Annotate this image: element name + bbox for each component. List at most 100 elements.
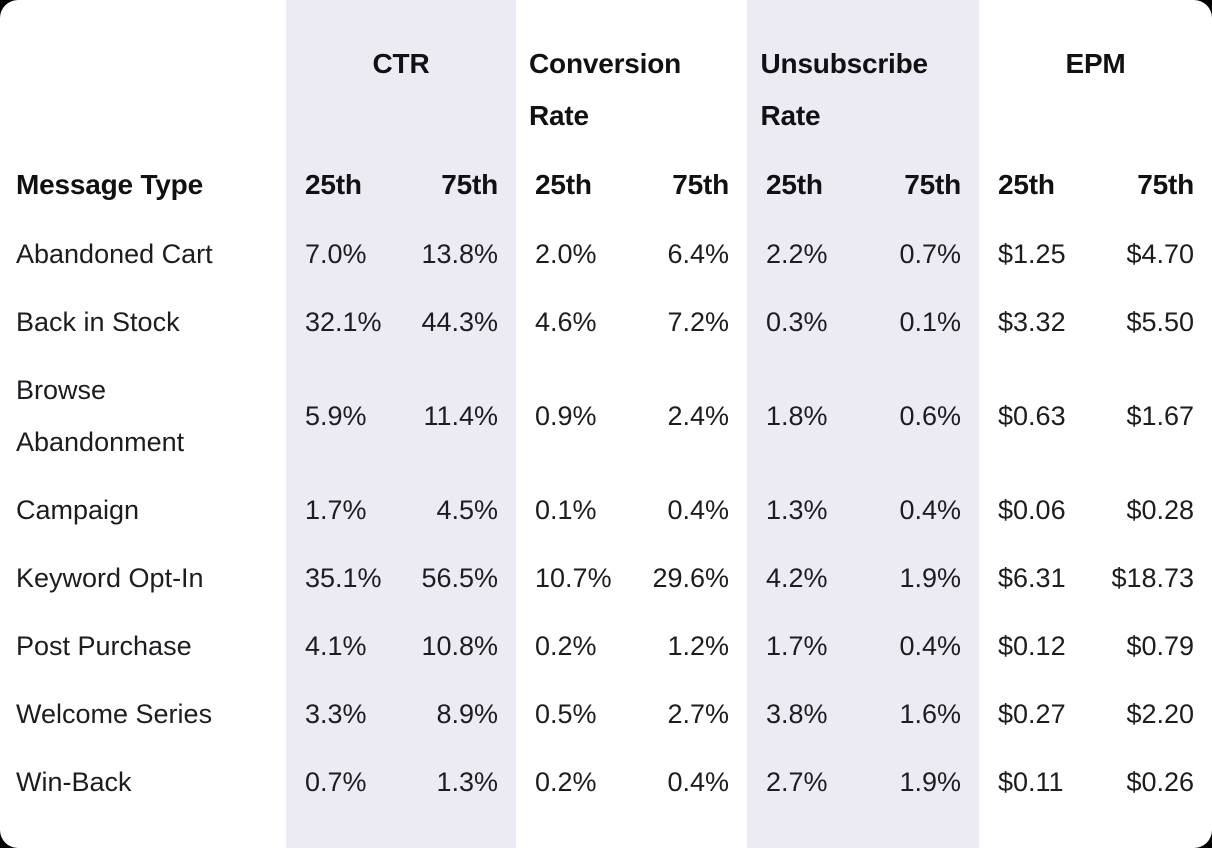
table-row-back-in-stock: Back in Stock 32.1% 44.3% 4.6% 7.2% 0.3%… bbox=[0, 288, 1212, 356]
unsubscribe-p25-header: 25th bbox=[747, 150, 864, 220]
row-label: Keyword Opt-In bbox=[16, 563, 204, 593]
column-group-epm: EPM bbox=[979, 0, 1212, 150]
table-cell: 1.3% bbox=[401, 748, 517, 816]
ctr-p75-header: 75th bbox=[401, 150, 517, 220]
table-cell: $0.06 bbox=[998, 494, 1066, 525]
column-group-ctr-label: CTR bbox=[372, 48, 430, 79]
table-cell: $18.73 bbox=[1111, 562, 1195, 593]
table-cell: 0.7% bbox=[286, 748, 401, 816]
table-cell: 0.5% bbox=[535, 698, 597, 729]
table-row-campaign: Campaign 1.7% 4.5% 0.1% 0.4% 1.3% 0.4% $… bbox=[0, 476, 1212, 544]
column-group-conversion-rate-label: Conversion Rate bbox=[529, 48, 682, 131]
row-label: Browse Abandonment bbox=[16, 375, 185, 457]
row-label: Back in Stock bbox=[16, 307, 180, 337]
table-row-abandoned-cart: Abandoned Cart 7.0% 13.8% 2.0% 6.4% 2.2%… bbox=[0, 220, 1212, 288]
table-cell: 44.3% bbox=[401, 288, 517, 356]
table-cell: 0.1% bbox=[535, 494, 597, 525]
filler-cell bbox=[747, 816, 864, 848]
table-cell: $4.70 bbox=[1126, 238, 1195, 269]
filler-cell bbox=[1096, 816, 1212, 848]
table-cell: 2.4% bbox=[667, 400, 730, 431]
table-cell: 7.2% bbox=[667, 306, 730, 337]
row-label: Welcome Series bbox=[16, 699, 213, 729]
table-cell: 5.9% bbox=[286, 356, 401, 476]
conversion-p75-header: 75th bbox=[672, 169, 730, 200]
table-cell: 0.6% bbox=[863, 356, 980, 476]
column-group-epm-label: EPM bbox=[1065, 48, 1126, 79]
table-cell: 1.8% bbox=[747, 356, 864, 476]
table-cell: 0.2% bbox=[535, 630, 597, 661]
table-cell: $6.31 bbox=[998, 562, 1066, 593]
conversion-p25-header: 25th bbox=[535, 169, 592, 200]
table-cell: 2.2% bbox=[747, 220, 864, 288]
table-cell: 0.2% bbox=[535, 766, 597, 797]
row-label: Post Purchase bbox=[16, 631, 192, 661]
table-cell: 1.3% bbox=[747, 476, 864, 544]
filler-cell bbox=[401, 816, 517, 848]
table-cell: 2.7% bbox=[747, 748, 864, 816]
table-cell: 13.8% bbox=[401, 220, 517, 288]
column-group-conversion-rate: Conversion Rate bbox=[516, 0, 747, 150]
group-header-row: CTR Conversion Rate Unsubscribe Rate EPM bbox=[0, 0, 1212, 150]
ctr-p25-header: 25th bbox=[286, 150, 401, 220]
message-type-header: Message Type bbox=[16, 169, 203, 200]
table-cell: $2.20 bbox=[1126, 698, 1195, 729]
table-row-win-back: Win-Back 0.7% 1.3% 0.2% 0.4% 2.7% 1.9% $… bbox=[0, 748, 1212, 816]
table-cell: 4.6% bbox=[535, 306, 597, 337]
table-cell: 4.2% bbox=[747, 544, 864, 612]
table-cell: $0.63 bbox=[998, 400, 1066, 431]
table-cell: $5.50 bbox=[1126, 306, 1195, 337]
table-cell: 0.1% bbox=[863, 288, 980, 356]
row-label: Abandoned Cart bbox=[16, 239, 213, 269]
table-cell: 3.8% bbox=[747, 680, 864, 748]
table-cell: $0.26 bbox=[1126, 766, 1195, 797]
epm-p25-header: 25th bbox=[998, 169, 1055, 200]
table-cell: 0.3% bbox=[747, 288, 864, 356]
table-cell: 1.7% bbox=[747, 612, 864, 680]
table-cell: 29.6% bbox=[652, 562, 730, 593]
table-cell: $1.25 bbox=[998, 238, 1066, 269]
filler-cell bbox=[632, 816, 747, 848]
table-cell: 4.5% bbox=[401, 476, 517, 544]
table-cell: 32.1% bbox=[286, 288, 401, 356]
filler-cell bbox=[286, 816, 401, 848]
table-cell: $0.27 bbox=[998, 698, 1066, 729]
table-cell: $0.79 bbox=[1126, 630, 1195, 661]
filler-cell bbox=[979, 816, 1096, 848]
row-label: Campaign bbox=[16, 495, 140, 525]
table-row-post-purchase: Post Purchase 4.1% 10.8% 0.2% 1.2% 1.7% … bbox=[0, 612, 1212, 680]
table-cell: 8.9% bbox=[401, 680, 517, 748]
column-group-unsubscribe-rate: Unsubscribe Rate bbox=[747, 0, 980, 150]
table-cell: 11.4% bbox=[401, 356, 517, 476]
filler-cell bbox=[516, 816, 632, 848]
sub-header-row: Message Type 25th 75th 25th 75th 25th 75… bbox=[0, 150, 1212, 220]
table-cell: 0.7% bbox=[863, 220, 980, 288]
table-row-welcome-series: Welcome Series 3.3% 8.9% 0.5% 2.7% 3.8% … bbox=[0, 680, 1212, 748]
table-cell: 10.7% bbox=[535, 562, 612, 593]
table-cell: 10.8% bbox=[401, 612, 517, 680]
row-label: Win-Back bbox=[16, 767, 132, 797]
table-cell: 1.6% bbox=[863, 680, 980, 748]
table-cell: 4.1% bbox=[286, 612, 401, 680]
table-cell: $0.28 bbox=[1126, 494, 1195, 525]
table-cell: 0.9% bbox=[535, 400, 597, 431]
table-cell: $0.11 bbox=[998, 766, 1064, 797]
epm-p75-header: 75th bbox=[1137, 169, 1195, 200]
table-cell: 7.0% bbox=[286, 220, 401, 288]
table-cell: 0.4% bbox=[863, 612, 980, 680]
filler-cell bbox=[0, 816, 286, 848]
table-cell: 1.9% bbox=[863, 544, 980, 612]
table-cell: $3.32 bbox=[998, 306, 1066, 337]
table-cell: $0.12 bbox=[998, 630, 1066, 661]
table-cell: 35.1% bbox=[286, 544, 401, 612]
table-cell: 1.9% bbox=[863, 748, 980, 816]
table-cell: 1.7% bbox=[286, 476, 401, 544]
table-row-keyword-opt-in: Keyword Opt-In 35.1% 56.5% 10.7% 29.6% 4… bbox=[0, 544, 1212, 612]
table-cell: $1.67 bbox=[1126, 400, 1195, 431]
column-group-ctr: CTR bbox=[286, 0, 517, 150]
table-cell: 0.4% bbox=[667, 766, 730, 797]
table-cell: 0.4% bbox=[863, 476, 980, 544]
table-cell: 3.3% bbox=[286, 680, 401, 748]
